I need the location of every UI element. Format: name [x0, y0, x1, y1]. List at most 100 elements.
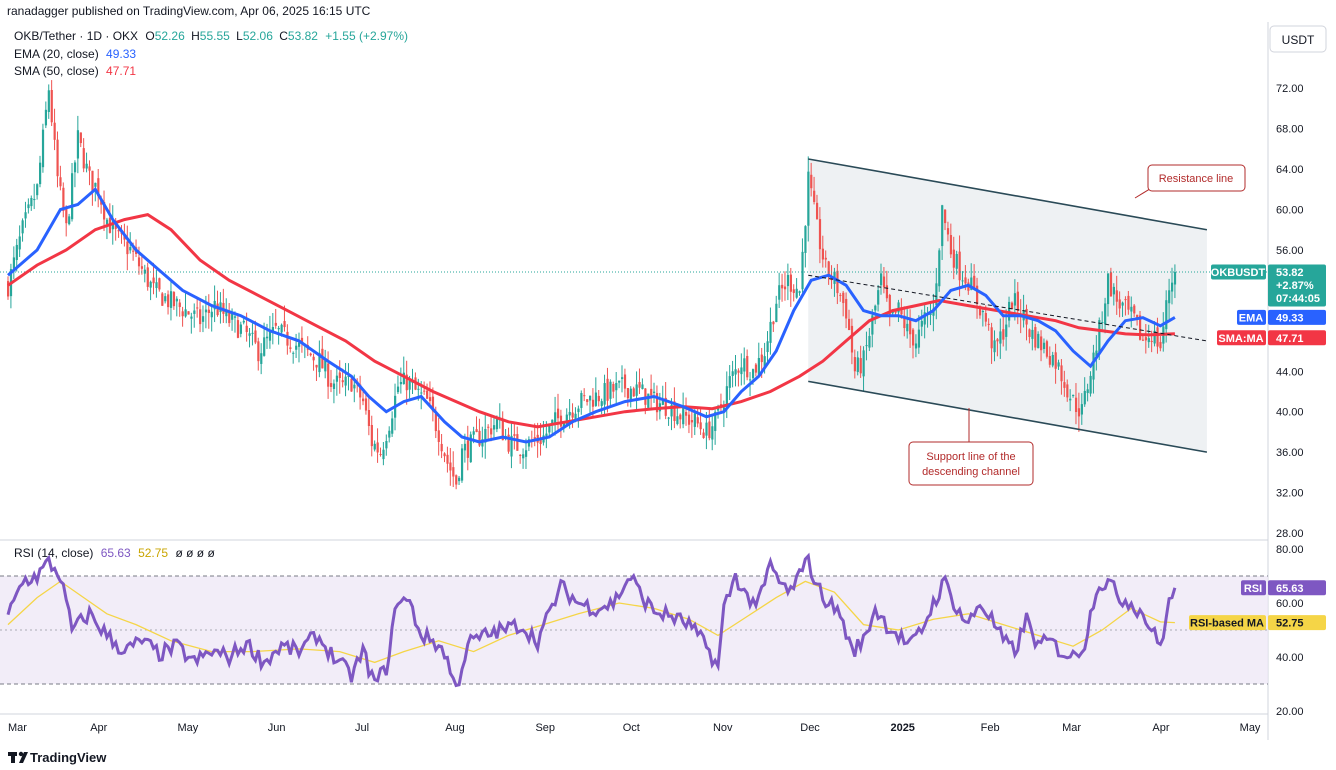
support-label-line1: Support line of the [926, 451, 1015, 463]
sma-tag: SMA:MA 47.71 [1217, 330, 1326, 346]
logo-stem-icon [11, 752, 15, 763]
candle-body [815, 202, 819, 220]
rsi-axis[interactable]: 80.00 60.00 40.00 20.00 [1276, 544, 1304, 718]
candle-body [184, 309, 187, 317]
candle-body [327, 363, 330, 387]
candle-body [783, 286, 787, 290]
sma-tag-label: SMA:MA [1218, 333, 1263, 345]
candle-body [778, 285, 781, 300]
open-label: O [145, 29, 154, 43]
candle-body [292, 352, 295, 354]
candle-body [1005, 324, 1008, 337]
candle-body [548, 425, 551, 433]
time-tick-label: Feb [981, 722, 1000, 734]
support-annotation[interactable]: Support line of the descending channel [908, 408, 1034, 486]
candle-body [367, 410, 371, 427]
candle-body [597, 395, 600, 402]
candle-body [746, 355, 749, 378]
candle-body [50, 89, 53, 123]
candle-body [1130, 306, 1133, 312]
candle-body [1150, 340, 1153, 342]
candle-body [251, 332, 254, 334]
time-tick-label: Apr [1152, 722, 1169, 734]
candle-body [1106, 273, 1110, 305]
candle-body [589, 395, 592, 401]
candle-body [842, 292, 845, 304]
candle-body [460, 448, 464, 481]
candle-body [554, 412, 557, 425]
last-price-change: +2.87% [1276, 280, 1314, 292]
candle-body [289, 347, 292, 349]
candle-body [18, 236, 21, 250]
candle-body [999, 331, 1002, 344]
currency-selector[interactable] [1269, 25, 1327, 53]
candle-body [190, 316, 193, 319]
candle-body [1069, 398, 1072, 401]
resistance-line[interactable] [808, 158, 1208, 231]
candle-body [810, 174, 813, 189]
candle-body [53, 122, 56, 140]
candle-body [990, 327, 993, 349]
candle-body [900, 307, 903, 315]
resistance-annotation[interactable]: Resistance line [1134, 164, 1246, 199]
candle-body [1048, 356, 1051, 365]
candle-body [24, 212, 27, 219]
candle-body [696, 417, 699, 424]
candle-body [158, 278, 161, 290]
candle-body [763, 356, 766, 367]
candle-body [315, 364, 318, 368]
candle-body [868, 335, 871, 348]
candle-body [981, 311, 985, 313]
tradingview-logo[interactable]: TradingView [8, 750, 107, 765]
candle-body [103, 201, 106, 220]
ema-tag: EMA 49.33 [1237, 309, 1326, 325]
candle-body [769, 321, 772, 343]
candle-body [903, 315, 906, 329]
candle-body [1159, 341, 1162, 349]
candle-body [824, 257, 827, 260]
ema-price-label: 49.33 [1276, 312, 1304, 324]
candle-body [655, 393, 659, 413]
candle-body [728, 376, 731, 388]
candle-body [344, 376, 347, 386]
candle-body [30, 197, 33, 207]
candle-body [591, 399, 595, 407]
candle-body [949, 235, 953, 255]
candle-body [59, 177, 62, 187]
candle-body [233, 316, 237, 318]
descending-channel-fill [808, 158, 1207, 453]
price-axis[interactable]: 72.00 68.00 64.00 60.00 56.00 44.00 40.00 36.00… [1276, 83, 1304, 540]
candle-body [743, 358, 746, 372]
close-label: C [279, 29, 288, 43]
candle-body [1115, 290, 1118, 302]
ema-line[interactable] [7, 186, 1176, 444]
high-label: H [191, 29, 200, 43]
sma-price-label: 47.71 [1276, 333, 1304, 345]
candle-body [137, 257, 141, 267]
candle-body [679, 414, 682, 420]
candle-body [789, 274, 792, 292]
candle-body [1051, 354, 1054, 366]
symbol-ohlc-line: OKB/Tether · 1D · OKX O52.26 H55.55 L52.… [14, 29, 408, 43]
support-line[interactable] [808, 380, 1208, 453]
candle-body [324, 360, 327, 372]
candle-body [1109, 272, 1113, 297]
candle-body [236, 320, 240, 338]
dashed-trend-line[interactable] [808, 274, 1208, 342]
candle-body [286, 331, 289, 346]
candle-body [399, 381, 403, 385]
candle-body [559, 415, 563, 427]
candle-body [914, 343, 918, 349]
sma-line[interactable] [7, 213, 1175, 429]
candle-body [623, 374, 627, 389]
candle-body [699, 422, 702, 430]
candle-body [673, 401, 676, 421]
time-axis[interactable]: Mar Apr May Jun Jul Aug Sep Oct Nov Dec 2025 Feb Mar… [8, 722, 1261, 734]
candle-body [766, 341, 769, 353]
candle-body [56, 139, 59, 177]
candle-body [877, 290, 880, 305]
candle-body [353, 384, 356, 389]
candle-body [484, 428, 487, 443]
candle-body [263, 337, 266, 356]
